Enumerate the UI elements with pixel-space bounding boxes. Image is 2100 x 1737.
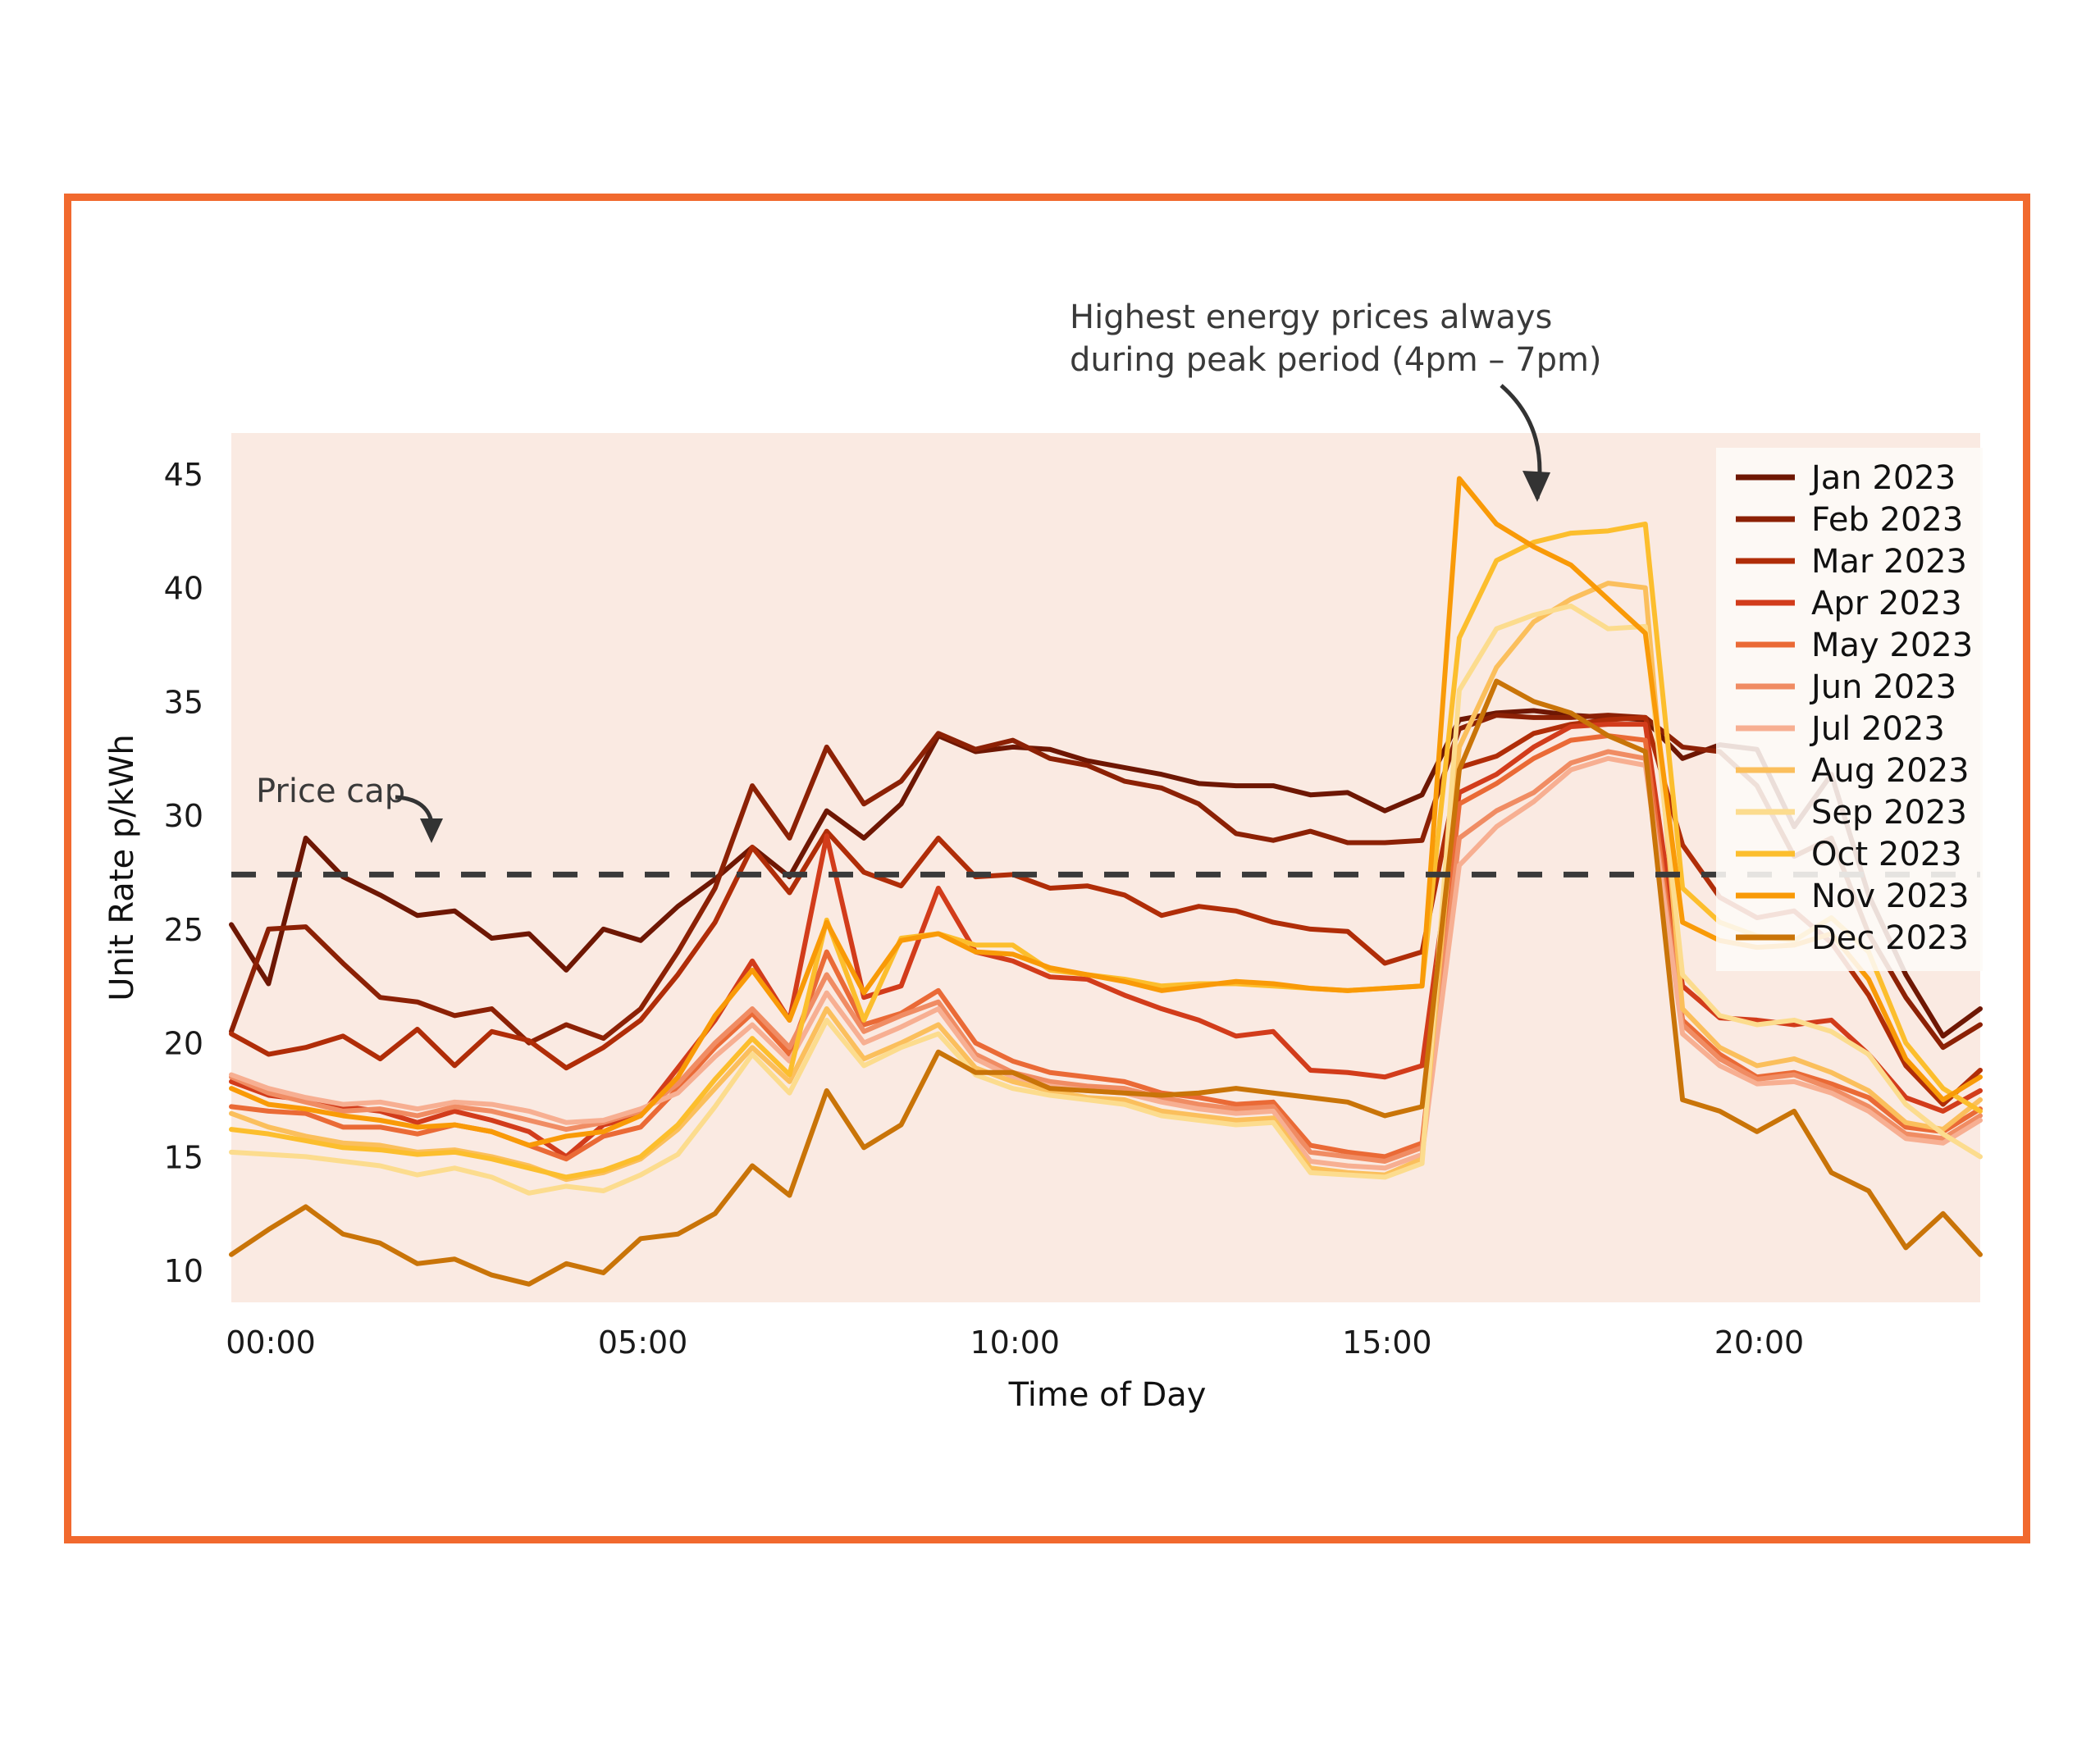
series-line-sep-2023	[229, 603, 1983, 1196]
legend-label-apr-2023[interactable]: Apr 2023	[1811, 585, 1962, 622]
price-cap-annotation-text: Price cap	[256, 773, 405, 810]
y-tick-label: 45	[164, 457, 203, 493]
y-tick-label: 30	[164, 798, 203, 834]
y-tick-label: 35	[164, 684, 203, 720]
x-tick-label: 15:00	[1342, 1324, 1432, 1361]
legend-label-oct-2023[interactable]: Oct 2023	[1811, 836, 1962, 873]
legend-label-feb-2023[interactable]: Feb 2023	[1811, 501, 1963, 539]
peak-annotation-line-2: during peak period (4pm – 7pm)	[1070, 341, 1602, 379]
legend-label-mar-2023[interactable]: Mar 2023	[1811, 543, 1967, 581]
series-line-jun-2023	[229, 749, 1983, 1164]
y-tick-label: 20	[164, 1026, 203, 1062]
legend-label-jul-2023[interactable]: Jul 2023	[1809, 710, 1945, 748]
plot-background	[231, 433, 1980, 1302]
legend-label-sep-2023[interactable]: Sep 2023	[1811, 794, 1967, 832]
series-line-apr-2023	[229, 722, 1983, 1160]
x-axis-title: Time of Day	[1008, 1376, 1207, 1414]
legend: Jan 2023 Feb 2023 Mar 2023 Apr 2023 May 2023…	[1716, 448, 1983, 971]
legend-background	[1716, 448, 1983, 971]
series-line-jan-2023	[229, 708, 1983, 1039]
x-tick-label: 10:00	[970, 1324, 1060, 1361]
x-tick-label: 00:00	[226, 1324, 316, 1361]
annotations: Highest energy prices always during peak …	[256, 299, 1602, 843]
x-tick-label: 20:00	[1714, 1324, 1805, 1361]
y-tick-label: 15	[164, 1139, 203, 1175]
series-line-nov-2023	[229, 476, 1983, 1148]
legend-label-nov-2023[interactable]: Nov 2023	[1811, 878, 1970, 915]
y-axis-title: Unit Rate p/kWh	[103, 734, 141, 1001]
legend-label-aug-2023[interactable]: Aug 2023	[1811, 752, 1970, 790]
legend-label-may-2023[interactable]: May 2023	[1811, 627, 1973, 664]
x-tick-label: 05:00	[598, 1324, 688, 1361]
price-cap-annotation-arrowhead	[420, 818, 443, 843]
legend-label-jan-2023[interactable]: Jan 2023	[1809, 459, 1956, 497]
y-tick-label: 10	[164, 1253, 203, 1289]
y-tick-label: 40	[164, 571, 203, 607]
legend-label-jun-2023[interactable]: Jun 2023	[1809, 668, 1956, 706]
y-tick-label: 25	[164, 912, 203, 948]
peak-annotation-line-1: Highest energy prices always	[1070, 299, 1552, 336]
series-lines	[229, 476, 1983, 1287]
peak-annotation-arrowhead	[1522, 471, 1550, 502]
axis-ticks: 10 15 20 25 30 35 40 45 00:00 05:00 10:00 15:00 20:0…	[164, 457, 1805, 1361]
plot-area-rect	[231, 433, 1980, 1302]
series-line-mar-2023	[229, 714, 1983, 1107]
series-line-dec-2023	[229, 678, 1983, 1287]
legend-label-dec-2023[interactable]: Dec 2023	[1811, 919, 1969, 957]
